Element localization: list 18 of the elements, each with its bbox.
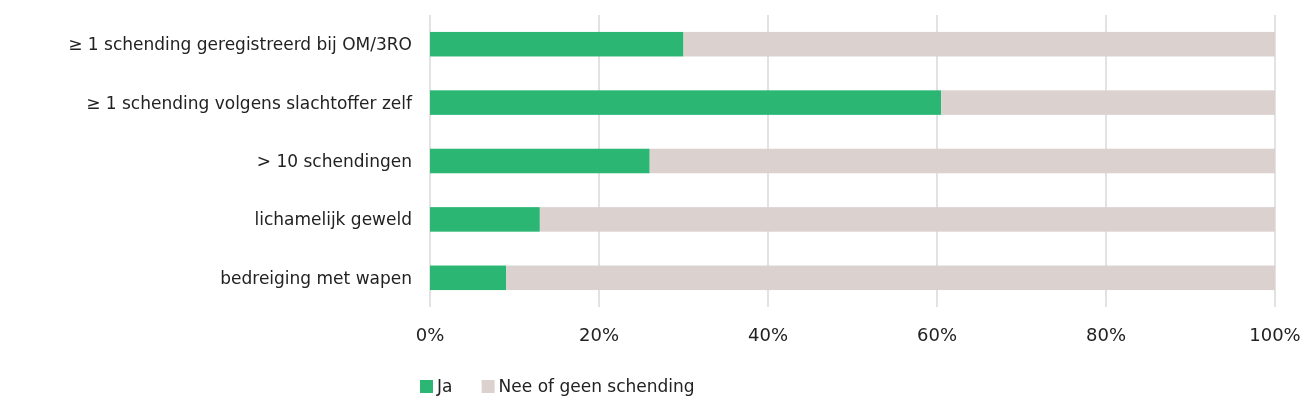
x-tick-label: 0% [415, 324, 445, 345]
x-tick-label: 20% [578, 324, 620, 345]
x-tick-label: 60% [916, 324, 958, 345]
bar [430, 207, 540, 232]
bar [430, 148, 650, 174]
legend-label: Ja [436, 376, 453, 396]
y-tick-label: bedreiging met wapen [220, 267, 412, 288]
legend-label: Nee of geen schending [498, 376, 695, 396]
bar [430, 90, 942, 115]
x-tick-label: 100% [1249, 324, 1301, 345]
y-tick-label: lichamelijk geweld [254, 209, 412, 230]
x-tick-label: 80% [1085, 324, 1127, 345]
y-tick-label: > 10 schendingen [256, 150, 412, 171]
x-tick-label: 40% [747, 324, 789, 345]
bar [430, 31, 684, 57]
y-tick-label: ≥ 1 schending geregistreerd bij OM/3RO [68, 34, 412, 55]
bar [430, 265, 507, 291]
y-tick-label: ≥ 1 schending volgens slachtoffer zelf [86, 92, 414, 113]
